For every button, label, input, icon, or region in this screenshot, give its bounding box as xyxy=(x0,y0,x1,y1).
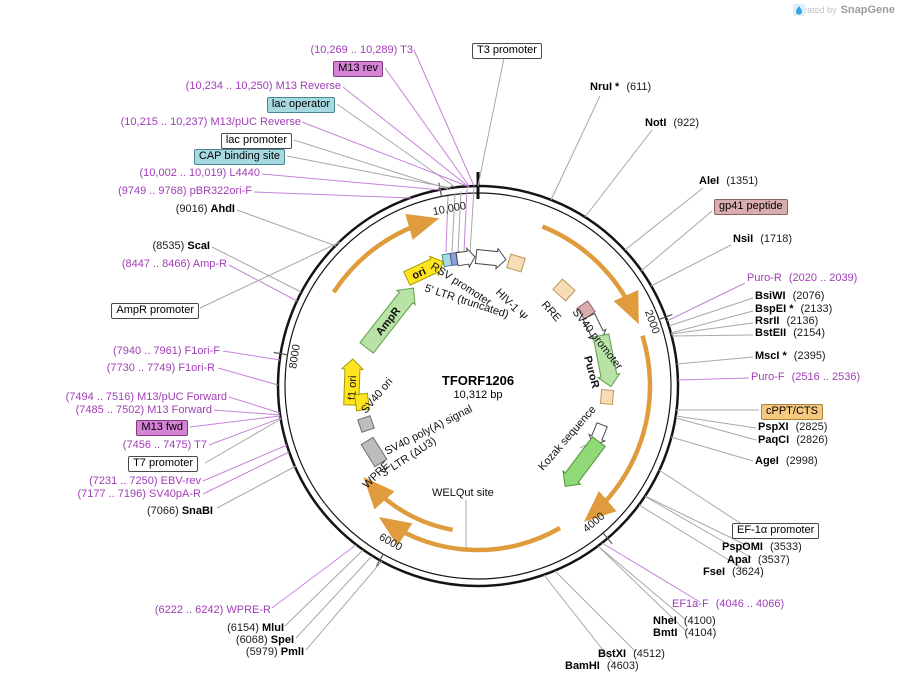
feature-box-cppt[interactable] xyxy=(599,388,615,406)
primer-label-wpre-r[interactable]: (6222 .. 6242) WPRE-R xyxy=(154,604,271,616)
enzyme-label-scai[interactable]: (8535) ScaI xyxy=(152,240,211,252)
rre-label[interactable]: RRE xyxy=(539,299,563,324)
feature-arrow-puror[interactable] xyxy=(590,333,622,388)
enzyme-label-alei[interactable]: AleI (1351) xyxy=(699,175,758,187)
enzyme-label-fsei[interactable]: FseI (3624) xyxy=(703,566,764,578)
snapgene-watermark: Created by SnapGene xyxy=(792,4,895,16)
feature-box-sv40-ori[interactable] xyxy=(353,392,371,412)
f1-ori-label: f1 ori xyxy=(346,375,359,400)
primer-label-m13-puc-forward[interactable]: (7494 .. 7516) M13/pUC Forward xyxy=(65,391,227,403)
position-marker-10000: 10,000 xyxy=(432,200,467,218)
primer-label-l4440[interactable]: (10,002 .. 10,019) L4440 xyxy=(139,167,261,179)
feature-label-t3-promoter[interactable]: T3 promoter xyxy=(472,43,542,59)
primer-label-ef1a-f[interactable]: EF1a-F (4046 .. 4066) xyxy=(672,598,785,610)
ori-label: ori xyxy=(410,265,428,282)
feature-label-cppt-cts[interactable]: cPPT/CTS xyxy=(761,404,823,420)
tick-8000 xyxy=(273,351,288,356)
orf-arc-right[interactable] xyxy=(584,335,653,522)
enzyme-label-nhei[interactable]: NheI (4100) xyxy=(653,615,716,627)
tick-2000 xyxy=(658,313,673,320)
sv40-promoter-label[interactable]: SV40 promoter xyxy=(570,306,625,372)
enzyme-label-bsiwi[interactable]: BsiWI (2076) xyxy=(755,290,825,302)
orf-arc-upper-left[interactable] xyxy=(331,213,440,294)
feature-arrow-5ltr[interactable] xyxy=(474,246,507,270)
orf-arc-bottom-inner[interactable] xyxy=(363,477,454,533)
enzyme-label-paqci[interactable]: PaqCI (2826) xyxy=(758,434,828,446)
plasmid-size: 10,312 bp xyxy=(453,389,503,401)
snapgene-logo-icon xyxy=(792,4,805,16)
leader-lines-right xyxy=(543,95,759,665)
primer-label-t7[interactable]: (7456 .. 7475) T7 xyxy=(122,439,207,451)
feature-arrow-ef1a-promoter[interactable] xyxy=(556,435,607,493)
feature-label-lac-promoter[interactable]: lac promoter xyxy=(220,133,292,149)
feature-label-lac-operator[interactable]: lac operator xyxy=(266,97,335,113)
orf-arcs[interactable] xyxy=(331,213,653,553)
feature-box-gp41[interactable] xyxy=(576,300,596,320)
enzyme-label-rsrii[interactable]: RsrII (2136) xyxy=(755,315,819,327)
enzyme-label-ahdi[interactable]: (9016) AhdI xyxy=(175,203,235,215)
enzyme-label-bamhi[interactable]: BamHI (4603) xyxy=(565,660,639,672)
leader-lines-left xyxy=(189,49,505,651)
enzyme-label-snabi[interactable]: (7066) SnaBI xyxy=(146,505,213,517)
enzyme-label-bspei[interactable]: BspEI * (2133) xyxy=(755,303,833,315)
position-marker-4000: 4000 xyxy=(581,510,607,535)
primer-label-ebv-rev[interactable]: (7231 .. 7250) EBV-rev xyxy=(89,475,201,487)
plasmid-name: TFORF1206 xyxy=(441,373,515,388)
feature-arrow-ori[interactable]: ori xyxy=(402,252,447,288)
primer-label-m13-rev[interactable]: M13 rev xyxy=(333,61,383,77)
primer-label-t3[interactable]: (10,269 .. 10,289) T3 xyxy=(310,44,413,56)
primer-label-sv40pa-r[interactable]: (7177 .. 7196) SV40pA-R xyxy=(77,488,201,500)
brand-text: SnapGene xyxy=(840,4,895,16)
position-marker-2000: 2000 xyxy=(642,308,662,335)
primer-label-m13-reverse[interactable]: (10,234 .. 10,250) M13 Reverse xyxy=(185,80,341,92)
position-marker-8000: 8000 xyxy=(287,344,303,370)
feature-arrow-rsv-promoter[interactable] xyxy=(455,246,476,269)
feature-box-rre[interactable] xyxy=(552,278,576,302)
feature-arrow-ampr[interactable]: AmpR xyxy=(358,281,423,355)
feature-label-ampr-promoter[interactable]: AmpR promoter xyxy=(111,303,199,319)
orf-arc-bottom[interactable] xyxy=(378,516,562,553)
position-marker-6000: 6000 xyxy=(377,531,404,553)
feature-box-wpre[interactable] xyxy=(360,436,388,468)
enzyme-label-msci[interactable]: MscI * (2395) xyxy=(755,350,826,362)
enzyme-label-bsteii[interactable]: BstEII (2154) xyxy=(755,327,825,339)
enzyme-label-spei[interactable]: (6068) SpeI xyxy=(235,634,294,646)
feature-box-gray-small[interactable] xyxy=(357,415,375,433)
primer-label-m13-fwd[interactable]: M13 fwd xyxy=(136,420,188,436)
primer-label-pbr322ori-f[interactable]: (9749 .. 9768) pBR322ori-F xyxy=(118,185,252,197)
primer-label-m13-puc-reverse[interactable]: (10,215 .. 10,237) M13/pUC Reverse xyxy=(120,116,301,128)
feature-label-gp41-peptide[interactable]: gp41 peptide xyxy=(714,199,788,215)
created-by-text: Created by xyxy=(792,5,837,15)
feature-label-cap-binding-site[interactable]: CAP binding site xyxy=(193,149,285,165)
feature-label-ef1a-promoter[interactable]: EF-1α promoter xyxy=(732,523,820,539)
welqut-label[interactable]: WELQut site xyxy=(432,487,494,499)
primer-label-puro-r[interactable]: Puro-R (2020 .. 2039) xyxy=(747,272,858,284)
primer-label-f1ori-r[interactable]: (7730 .. 7749) F1ori-R xyxy=(106,362,215,374)
enzyme-label-mlui[interactable]: (6154) MluI xyxy=(227,622,284,634)
enzyme-label-noti[interactable]: NotI (922) xyxy=(645,117,700,129)
feature-label-t7-promoter[interactable]: T7 promoter xyxy=(128,456,198,472)
enzyme-label-pmli[interactable]: (5979) PmlI xyxy=(245,646,304,658)
enzyme-label-bmti[interactable]: BmtI (4104) xyxy=(653,627,717,639)
enzyme-label-bstxi[interactable]: BstXI (4512) xyxy=(598,648,665,660)
enzyme-label-apai[interactable]: ApaI (3537) xyxy=(727,554,790,566)
feature-arrow-f1-ori[interactable]: f1 ori xyxy=(340,358,365,406)
enzyme-label-pspxi[interactable]: PspXI (2825) xyxy=(758,421,828,433)
enzyme-label-pspomi[interactable]: PspOMI (3533) xyxy=(722,541,802,553)
enzyme-label-agei[interactable]: AgeI (2998) xyxy=(755,455,818,467)
feature-box-hiv1-psi[interactable] xyxy=(506,253,526,273)
primer-label-f1ori-f[interactable]: (7940 .. 7961) F1ori-F xyxy=(112,345,220,357)
primer-label-m13-forward[interactable]: (7485 .. 7502) M13 Forward xyxy=(75,404,212,416)
primer-label-amp-r[interactable]: (8447 .. 8466) Amp-R xyxy=(121,258,227,270)
orf-arc-upper-right[interactable] xyxy=(541,224,639,325)
plasmid-title: TFORF1206 10,312 bp xyxy=(442,373,514,401)
primer-label-puro-f[interactable]: Puro-F (2516 .. 2536) xyxy=(751,371,861,383)
enzyme-label-nsii[interactable]: NsiI (1718) xyxy=(733,233,792,245)
enzyme-label-nrui[interactable]: NruI * (611) xyxy=(590,81,652,93)
tick-6000 xyxy=(375,553,384,567)
tick-4000 xyxy=(602,532,613,545)
